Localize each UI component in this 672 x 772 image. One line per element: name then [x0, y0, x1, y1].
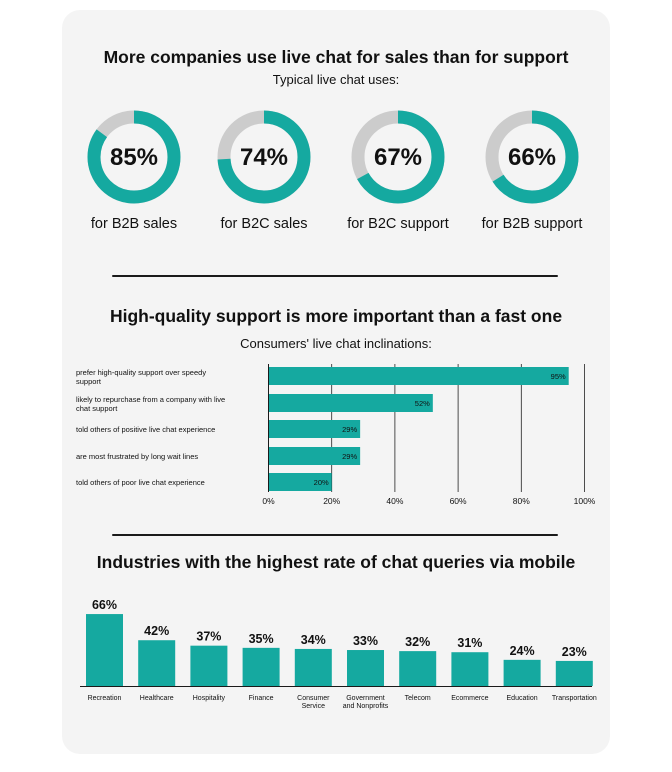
hbar-category-label: told others of positive live chat experi…: [76, 425, 215, 434]
donut-arc: [351, 110, 445, 204]
hbar: [268, 420, 361, 438]
hbar-value-label: 95%: [551, 372, 566, 381]
donut-arc: [217, 110, 311, 204]
hbar-category-label: chat support: [76, 404, 118, 413]
donut-label: for B2B support: [481, 216, 583, 232]
hbar: [268, 447, 361, 465]
donut-arc: [485, 110, 579, 204]
x-tick-label: 80%: [513, 496, 530, 506]
hbar: [268, 394, 433, 412]
x-tick-label: 100%: [574, 496, 596, 506]
inclinations-subtitle: Consumers' live chat inclinations:: [240, 336, 432, 351]
hbar-value-label: 52%: [415, 399, 430, 408]
donut-arc: [87, 110, 181, 204]
donut-label: for B2C support: [347, 216, 449, 232]
hbar-category-label: told others of poor live chat experience: [76, 478, 205, 487]
donut-4: [485, 110, 579, 204]
donut-value: 67%: [373, 144, 423, 171]
donut-3: [351, 110, 445, 204]
uses-title: More companies use live chat for sales t…: [103, 47, 569, 67]
hbar: [268, 473, 332, 491]
x-tick-label: 20%: [323, 496, 340, 506]
donut-2: [217, 110, 311, 204]
hbar-value-label: 20%: [314, 478, 329, 487]
divider-2: [112, 534, 558, 536]
hbar-value-label: 29%: [342, 452, 357, 461]
donut-label: for B2B sales: [90, 216, 178, 232]
donut-1: [87, 110, 181, 204]
donut-value: 85%: [109, 144, 159, 171]
hbar-category-label: support: [76, 377, 102, 386]
industries-title: Industries with the highest rate of chat…: [96, 552, 576, 572]
hbar-value-label: 29%: [342, 425, 357, 434]
uses-subtitle: Typical live chat uses:: [272, 72, 400, 87]
hbar-category-label: prefer high-quality support over speedy: [76, 368, 206, 377]
hbar: [268, 367, 569, 385]
donut-label: for B2C sales: [220, 216, 308, 232]
x-tick-label: 0%: [262, 496, 275, 506]
inclinations-title: High-quality support is more important t…: [109, 306, 563, 326]
x-tick-label: 60%: [450, 496, 467, 506]
donut-value: 66%: [507, 144, 557, 171]
x-tick-label: 40%: [386, 496, 403, 506]
donut-value: 74%: [239, 144, 289, 171]
hbar-category-label: are most frustrated by long wait lines: [76, 452, 198, 461]
divider-1: [112, 275, 558, 277]
hbar-category-label: likely to repurchase from a company with…: [76, 395, 225, 404]
